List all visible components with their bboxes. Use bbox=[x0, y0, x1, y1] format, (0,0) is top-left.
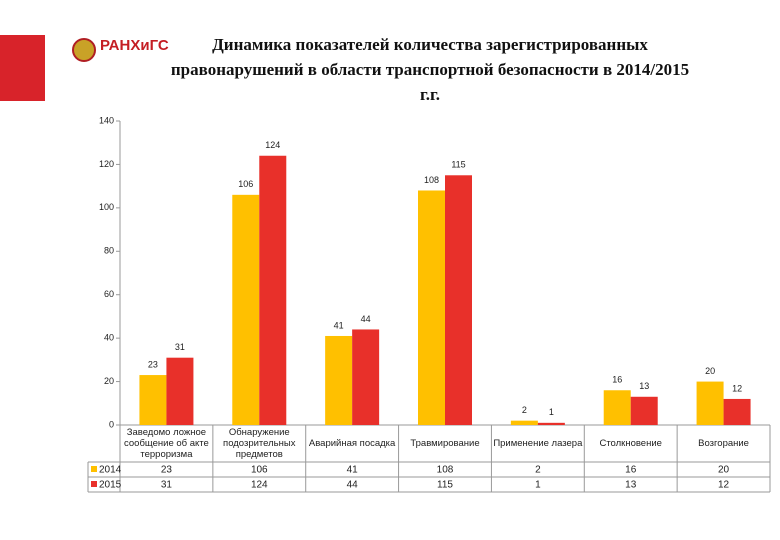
data-label: 124 bbox=[265, 140, 280, 150]
x-tick-label-box: Возгорание bbox=[698, 438, 749, 449]
x-tick-label-box: Травмирование bbox=[410, 438, 480, 449]
data-label: 20 bbox=[705, 366, 715, 376]
bar bbox=[510, 420, 538, 425]
y-tick-label: 40 bbox=[104, 333, 114, 343]
bar bbox=[166, 357, 194, 425]
decor-bar bbox=[0, 35, 45, 101]
legend-label: 2014 bbox=[99, 465, 122, 476]
bar bbox=[603, 390, 631, 425]
table-value: 115 bbox=[437, 480, 453, 491]
y-tick-label: 140 bbox=[99, 115, 114, 125]
data-label: 2 bbox=[522, 405, 527, 415]
data-label: 44 bbox=[361, 314, 371, 324]
x-tick-label-box: Применение лазера bbox=[493, 438, 583, 449]
table-value: 12 bbox=[718, 480, 730, 491]
table-value: 2 bbox=[535, 465, 541, 476]
bar bbox=[630, 396, 658, 425]
x-tick-label: Травмирование bbox=[410, 438, 480, 449]
table-value: 106 bbox=[251, 465, 268, 476]
y-tick-label: 60 bbox=[104, 289, 114, 299]
y-tick-label: 20 bbox=[104, 376, 114, 386]
bar bbox=[723, 398, 751, 425]
table-value: 31 bbox=[161, 480, 173, 491]
data-label: 16 bbox=[612, 375, 622, 385]
x-tick-label: Применение лазера bbox=[493, 438, 583, 449]
chart-title: Динамика показателей количества зарегист… bbox=[170, 35, 690, 104]
data-label: 13 bbox=[639, 381, 649, 391]
table-value: 124 bbox=[251, 480, 268, 491]
x-tick-label: Заведомо ложное сообщение об акте террор… bbox=[124, 427, 209, 460]
table-value: 13 bbox=[625, 480, 637, 491]
data-label: 108 bbox=[424, 175, 439, 185]
table-value: 41 bbox=[347, 465, 359, 476]
x-tick-label: Обнаружение подозрительных предметов bbox=[223, 427, 296, 460]
logo-text: РАНХиГС bbox=[100, 37, 169, 54]
table-value: 16 bbox=[625, 465, 637, 476]
table-value: 44 bbox=[347, 480, 359, 491]
bar bbox=[696, 381, 724, 425]
data-label: 106 bbox=[238, 179, 253, 189]
x-tick-label-box: Заведомо ложное сообщение об акте террор… bbox=[124, 427, 209, 460]
table-value: 23 bbox=[161, 465, 173, 476]
y-tick-label: 0 bbox=[109, 419, 114, 429]
y-tick-label: 120 bbox=[99, 159, 114, 169]
bar bbox=[325, 335, 353, 425]
x-tick-label-box: Столкновение bbox=[599, 438, 662, 449]
legend-key bbox=[91, 466, 97, 472]
table-value: 108 bbox=[437, 465, 454, 476]
bar bbox=[418, 190, 445, 425]
y-tick-label: 80 bbox=[104, 246, 114, 256]
bar bbox=[537, 422, 565, 425]
data-label: 12 bbox=[732, 383, 742, 393]
bar bbox=[139, 375, 167, 425]
bar bbox=[232, 194, 260, 425]
bar bbox=[352, 329, 380, 425]
table-value: 1 bbox=[535, 480, 541, 491]
x-tick-label: Аварийная посадка bbox=[308, 438, 396, 449]
x-tick-label-box: Обнаружение подозрительных предметов bbox=[223, 427, 296, 460]
legend-label: 2015 bbox=[99, 480, 122, 491]
data-label: 115 bbox=[451, 160, 465, 170]
x-tick-label: Столкновение bbox=[599, 438, 662, 449]
table-value: 20 bbox=[718, 465, 730, 476]
data-label: 41 bbox=[334, 320, 344, 330]
logo-emblem bbox=[72, 38, 96, 62]
x-tick-label: Возгорание bbox=[698, 438, 749, 449]
y-tick-label: 100 bbox=[99, 202, 114, 212]
data-label: 1 bbox=[549, 407, 554, 417]
legend-key bbox=[91, 481, 97, 487]
bar bbox=[445, 175, 472, 425]
data-label: 31 bbox=[175, 342, 185, 352]
data-label: 23 bbox=[148, 359, 158, 369]
title-box: Динамика показателей количества зарегист… bbox=[170, 35, 690, 104]
x-tick-label-box: Аварийная посадка bbox=[308, 438, 396, 449]
bar bbox=[259, 155, 287, 425]
